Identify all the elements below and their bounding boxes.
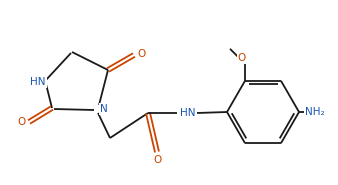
Text: O: O <box>153 155 161 165</box>
Text: O: O <box>18 117 26 127</box>
Text: O: O <box>238 53 246 63</box>
Text: HN: HN <box>30 77 46 87</box>
Text: HN: HN <box>180 108 196 118</box>
Text: NH₂: NH₂ <box>305 107 325 117</box>
Text: O: O <box>137 49 145 59</box>
Text: N: N <box>100 104 108 114</box>
